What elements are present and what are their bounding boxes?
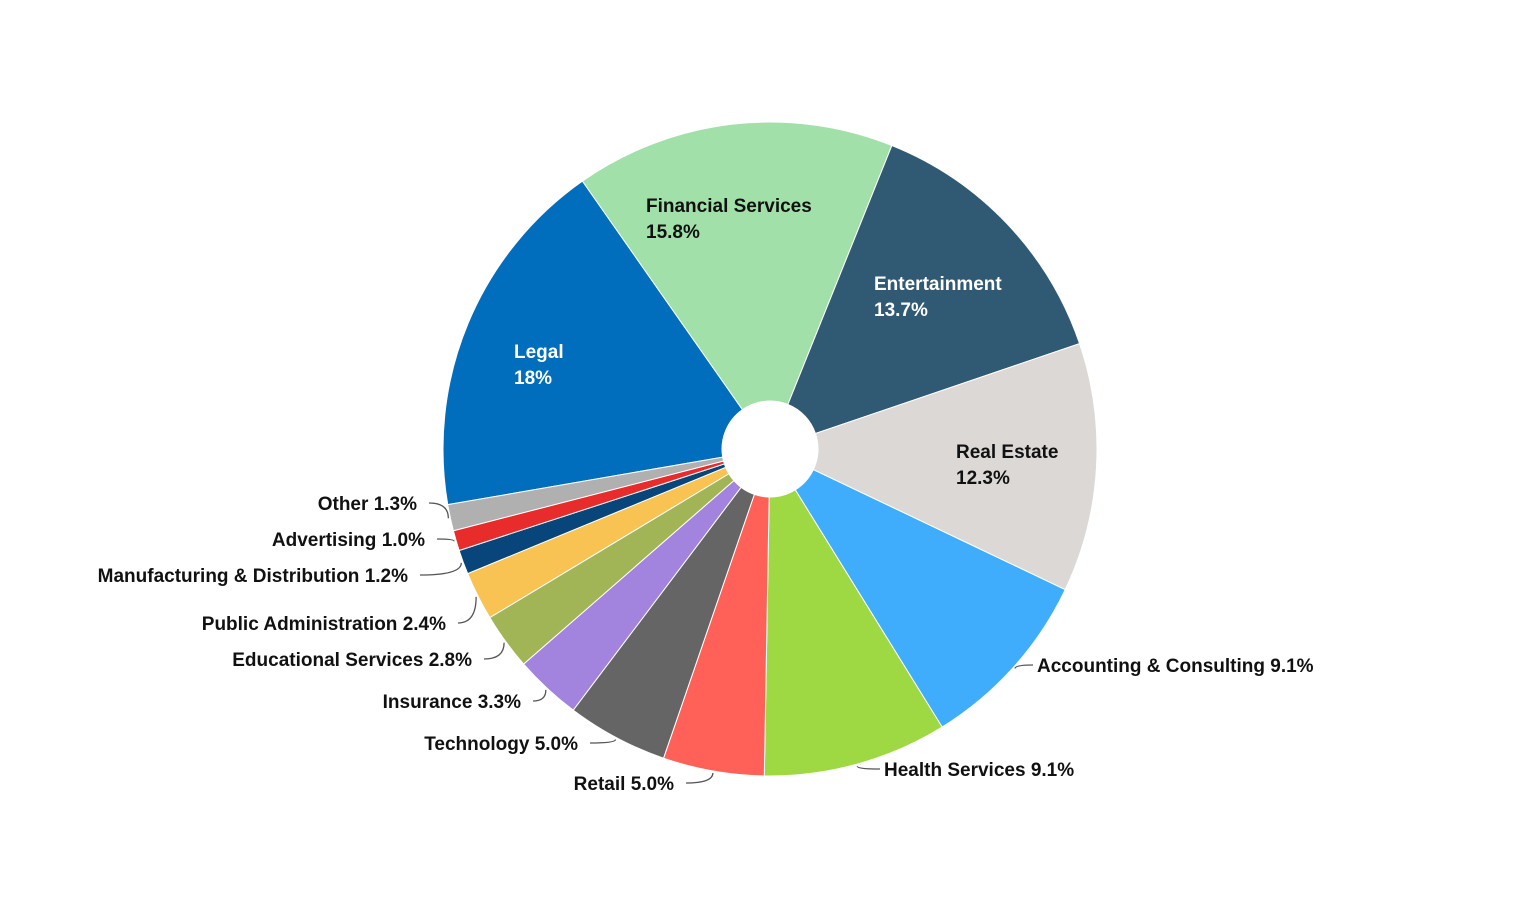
slice-label: Retail 5.0% (574, 774, 674, 795)
leader-line (532, 689, 547, 702)
slice-label: Entertainment 13.7% (874, 274, 1002, 321)
leader-line (483, 642, 505, 660)
label-value: 1.3% (374, 494, 417, 515)
label-value: 5.0% (535, 734, 578, 755)
slice (794, 468, 1066, 728)
slice-label: Other 1.3% (318, 494, 417, 515)
slice-label: Health Services 9.1% (884, 760, 1074, 781)
leader-line (1014, 664, 1034, 669)
label-name: Educational Services (232, 650, 423, 671)
leader-line (419, 562, 462, 576)
label-name: Real Estate (956, 442, 1058, 463)
label-name: Financial Services (646, 196, 812, 217)
slice (442, 180, 744, 506)
label-value: 1.2% (365, 566, 408, 587)
slice (812, 342, 1098, 591)
slice-label: Real Estate 12.3% (956, 442, 1058, 489)
slice-label: Technology 5.0% (424, 734, 578, 755)
leader-line (428, 502, 450, 519)
label-name: Manufacturing & Distribution (98, 566, 360, 587)
slice (787, 144, 1081, 435)
slice-label: Public Administration 2.4% (202, 614, 446, 635)
slice-label: Insurance 3.3% (383, 692, 521, 713)
leader-line (589, 739, 617, 744)
label-value: 1.0% (382, 530, 425, 551)
label-name: Insurance (383, 692, 473, 713)
label-value: 2.8% (429, 650, 472, 671)
label-value: 2.4% (403, 614, 446, 635)
leader-line (685, 772, 714, 784)
leader-line (436, 538, 455, 542)
slice-label: Financial Services 15.8% (646, 196, 812, 243)
label-value: 3.3% (478, 692, 521, 713)
label-name: Technology (424, 734, 530, 755)
slice (763, 489, 943, 777)
label-value: 15.8% (646, 222, 700, 243)
slice (447, 456, 725, 532)
slice-label: Educational Services 2.8% (232, 650, 472, 671)
label-value: 9.1% (1270, 656, 1313, 677)
label-value: 12.3% (956, 468, 1010, 489)
leader-lines (419, 502, 1034, 784)
label-name: Other (318, 494, 369, 515)
label-value: 9.1% (1031, 760, 1074, 781)
label-name: Health Services (884, 760, 1026, 781)
slice-label: Accounting & Consulting 9.1% (1037, 656, 1314, 677)
leader-line (457, 596, 477, 624)
label-value: 5.0% (631, 774, 674, 795)
slice-label: Legal 18% (514, 342, 564, 389)
label-name: Public Administration (202, 614, 398, 635)
slice-label: Manufacturing & Distribution 1.2% (98, 566, 408, 587)
slice-label: Advertising 1.0% (272, 530, 425, 551)
label-name: Legal (514, 342, 564, 363)
label-name: Accounting & Consulting (1037, 656, 1265, 677)
label-value: 13.7% (874, 300, 928, 321)
label-value: 18% (514, 368, 552, 389)
label-name: Retail (574, 774, 626, 795)
label-name: Entertainment (874, 274, 1002, 295)
label-name: Advertising (272, 530, 377, 551)
leader-line (856, 765, 881, 770)
